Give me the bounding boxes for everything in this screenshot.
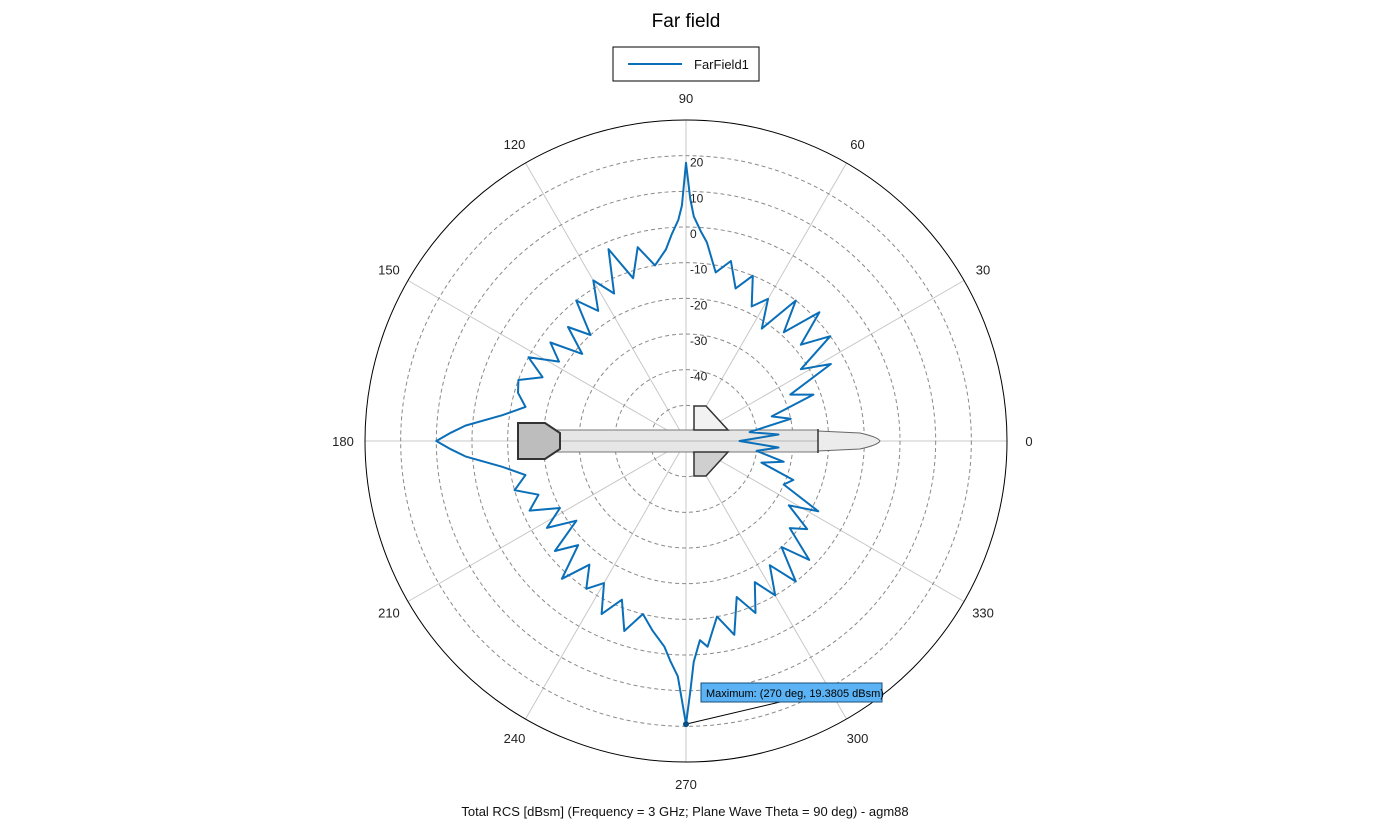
radial-label-0: 0 xyxy=(690,227,697,241)
angle-label-300: 300 xyxy=(847,731,869,746)
spoke-60 xyxy=(685,162,847,442)
missile-nose xyxy=(817,430,881,452)
missile-tail-fin xyxy=(517,422,561,460)
spoke-300 xyxy=(685,440,847,720)
radial-label--40: -40 xyxy=(690,370,708,384)
max-marker-dot xyxy=(683,721,689,728)
angle-label-90: 90 xyxy=(679,91,693,106)
radial-label-20: 20 xyxy=(690,156,704,170)
max-marker-label: Maximum: (270 deg, 19.3805 dBsm) xyxy=(706,688,884,700)
missile-silhouette xyxy=(517,405,881,477)
angle-label-180: 180 xyxy=(332,434,354,449)
angle-label-60: 60 xyxy=(850,137,864,152)
radial-label--10: -10 xyxy=(690,263,708,277)
outer-ring xyxy=(364,119,1008,763)
radial-label--30: -30 xyxy=(690,334,708,348)
series-line-FarField1 xyxy=(435,161,832,726)
angle-label-270: 270 xyxy=(675,777,697,792)
max-marker-box xyxy=(700,682,883,703)
ring-0 xyxy=(471,226,901,656)
angle-label-150: 150 xyxy=(378,263,400,278)
spoke-30 xyxy=(685,280,965,442)
angle-label-0: 0 xyxy=(1025,434,1032,449)
spoke-210 xyxy=(407,440,687,602)
radial-label-10: 10 xyxy=(690,191,704,205)
spoke-330 xyxy=(685,440,965,602)
max-marker-leader xyxy=(685,701,781,725)
chart-title: Far field xyxy=(652,11,721,32)
missile-lower-wing xyxy=(693,451,730,477)
spoke-120 xyxy=(525,162,687,442)
angle-label-210: 210 xyxy=(378,606,400,621)
legend: FarField1 xyxy=(612,46,760,82)
angle-label-330: 330 xyxy=(972,606,994,621)
axis-labels: 0 30 60 90 120 150 180 210 240 270 300 330 -40 -30 -20… xyxy=(332,91,1032,792)
chart-footer: Total RCS [dBsm] (Frequency = 3 GHz; Pla… xyxy=(461,804,908,819)
angle-label-120: 120 xyxy=(504,137,526,152)
legend-label: FarField1 xyxy=(694,57,749,72)
max-marker: Maximum: (270 deg, 19.3805 dBsm) xyxy=(683,682,884,728)
angle-label-30: 30 xyxy=(976,263,990,278)
spoke-240 xyxy=(525,440,687,720)
series-layer xyxy=(435,161,832,726)
radial-label--20: -20 xyxy=(690,298,708,312)
missile-upper-wing xyxy=(693,405,730,431)
angle-label-240: 240 xyxy=(504,731,526,746)
